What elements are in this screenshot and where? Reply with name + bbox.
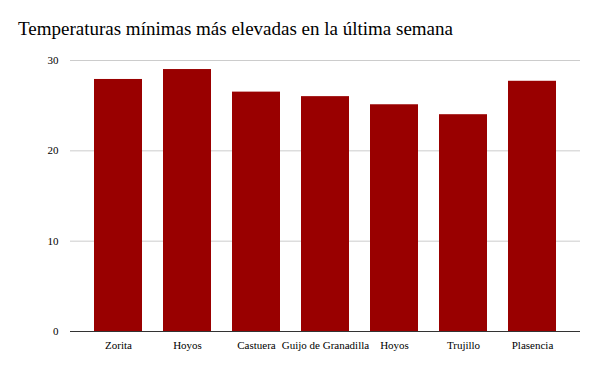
svg-text:10: 10 — [48, 235, 60, 247]
svg-text:Castuera: Castuera — [237, 339, 276, 351]
svg-text:Plasencia: Plasencia — [512, 339, 554, 351]
svg-text:Hoyos: Hoyos — [173, 339, 202, 351]
svg-text:30: 30 — [48, 54, 60, 66]
html-text:Temperaturas mínimas más eleva: Temperaturas mínimas más elevadas en la … — [18, 18, 453, 39]
svg-text:Hoyos: Hoyos — [380, 339, 409, 351]
svg-text:Guijo de Granadilla: Guijo de Granadilla — [282, 339, 369, 351]
svg-text:0: 0 — [53, 325, 59, 337]
svg-text:20: 20 — [48, 144, 60, 156]
svg-text:Zorita: Zorita — [105, 339, 132, 351]
svg-text:Trujillo: Trujillo — [447, 339, 481, 351]
